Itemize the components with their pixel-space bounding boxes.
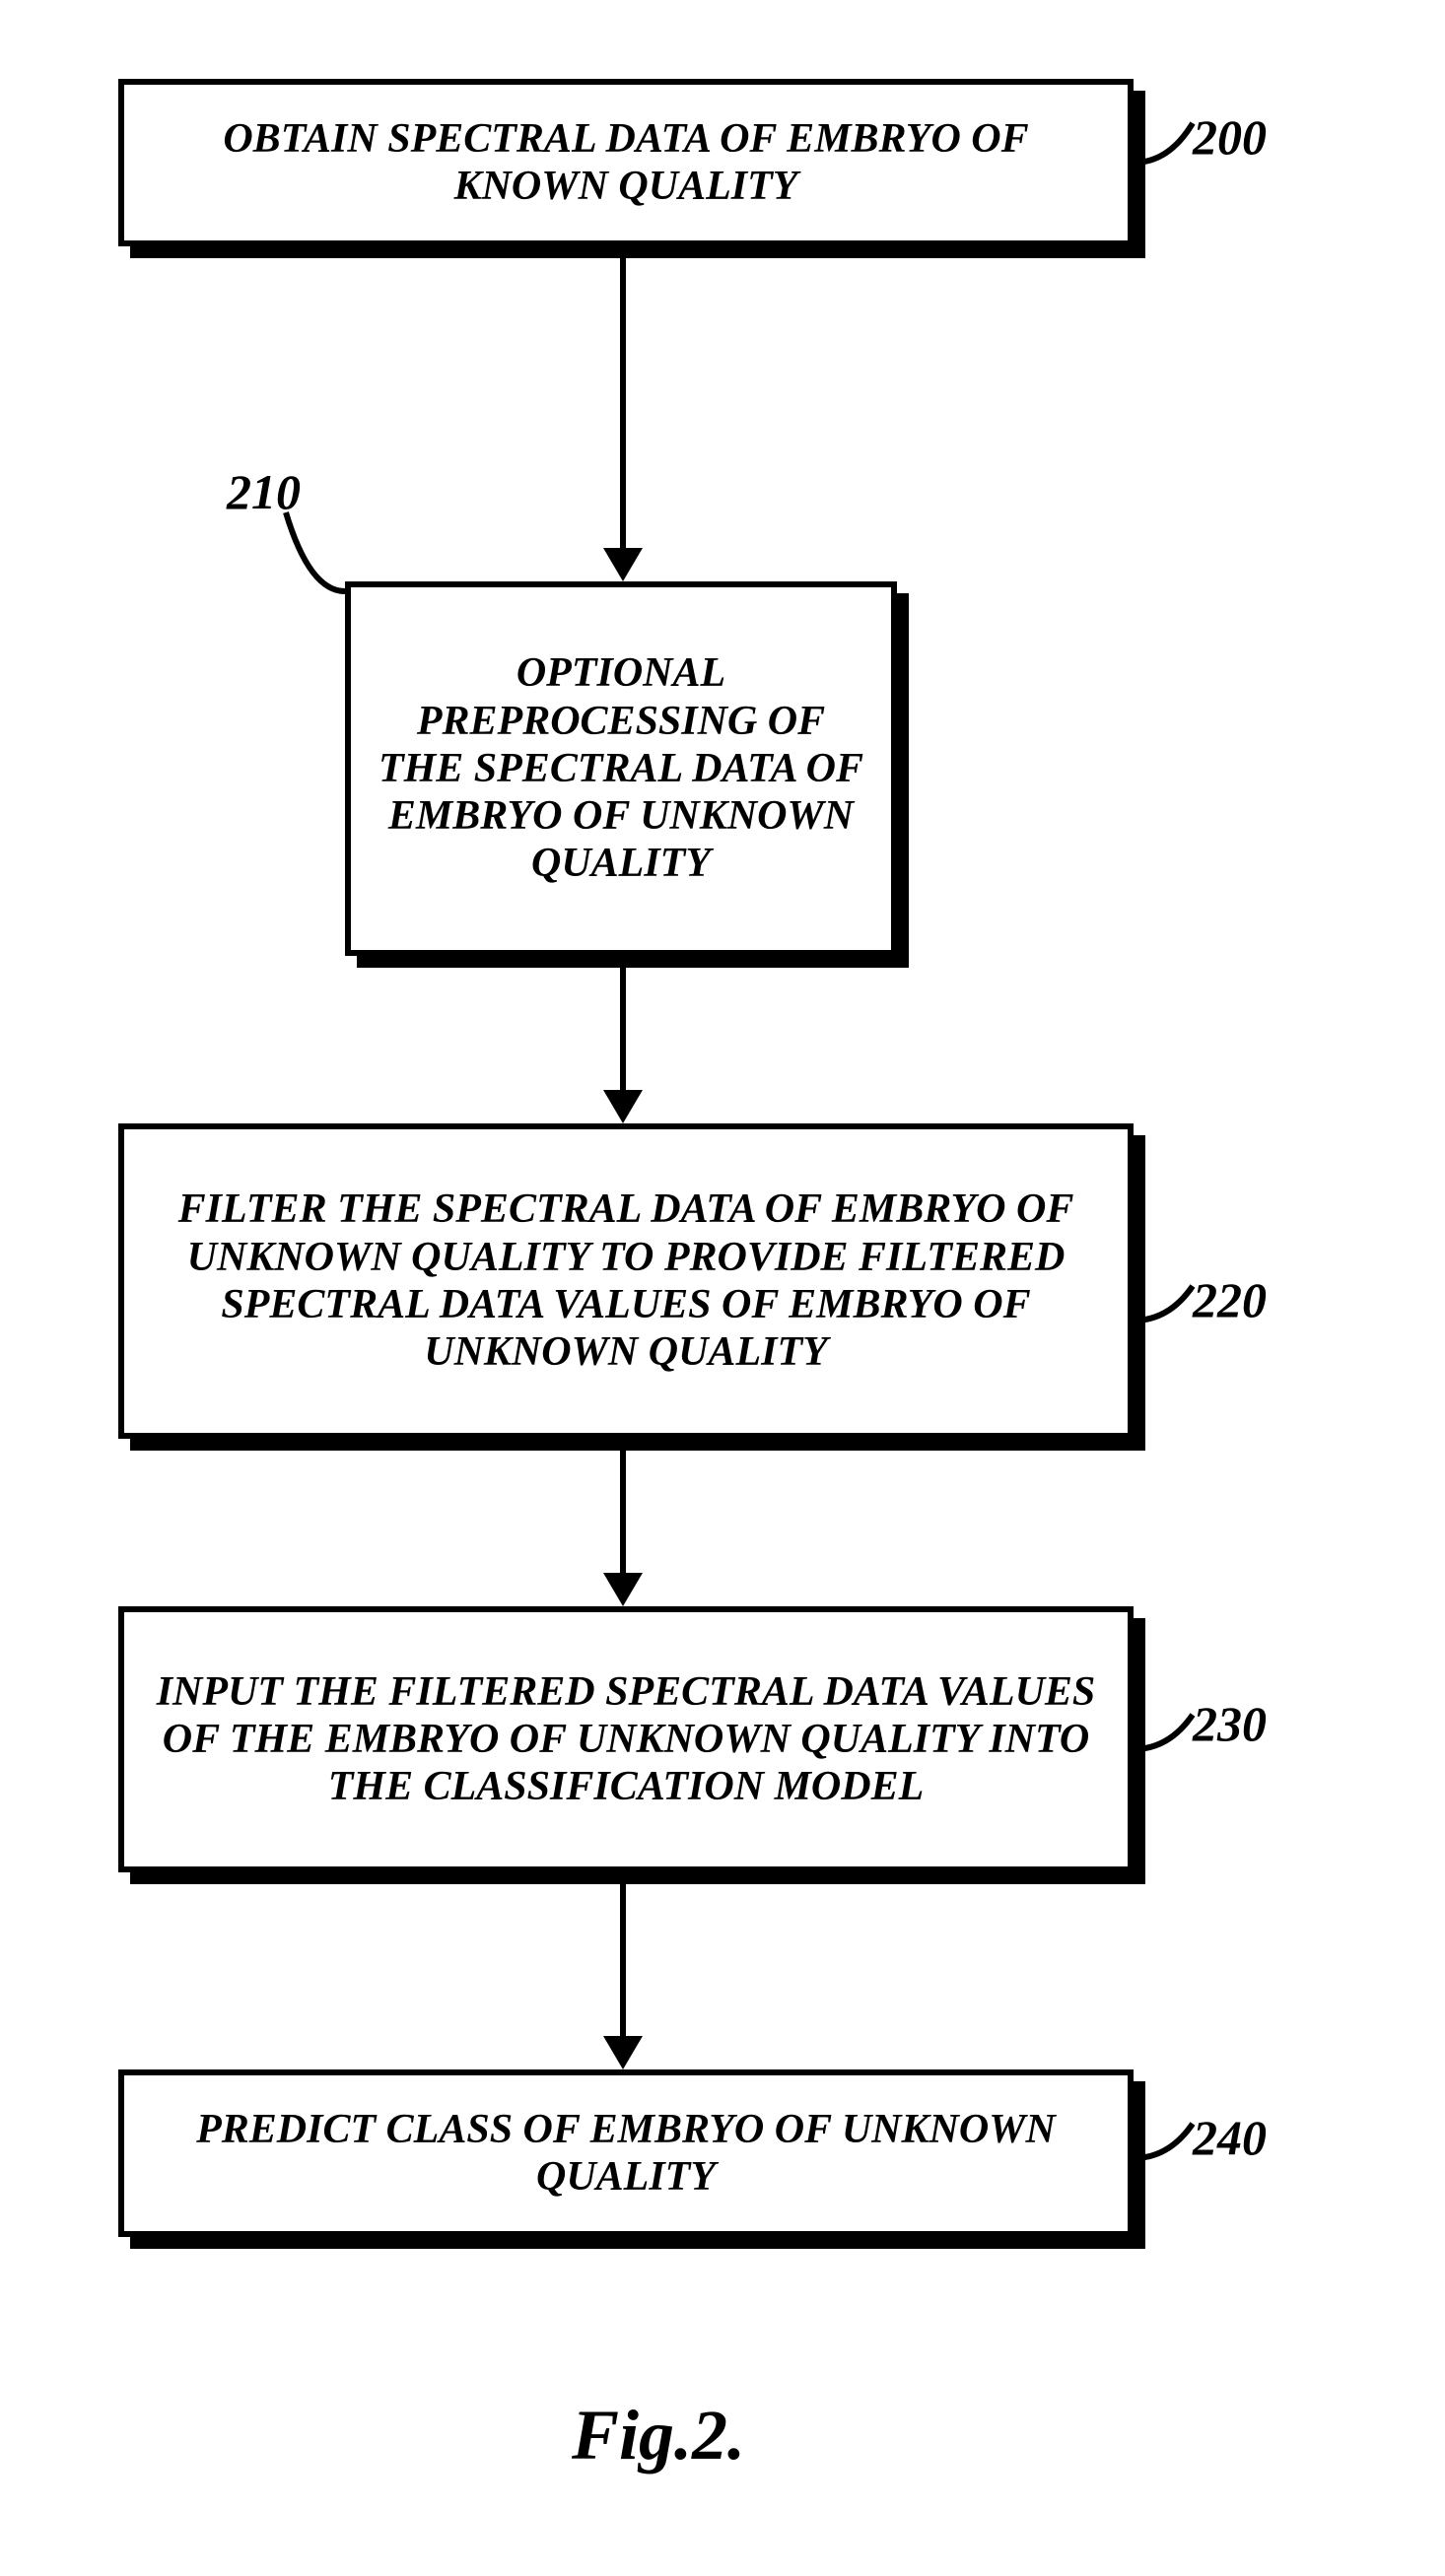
box-240-connector: [1114, 2104, 1212, 2178]
arrow-0-line: [620, 246, 626, 548]
box-230-text: INPUT THE FILTERED SPECTRAL DATA VALUES …: [118, 1606, 1134, 1872]
figure-label: Fig.2.: [572, 2395, 745, 2476]
box-200-text: OBTAIN SPECTRAL DATA OF EMBRYO OF KNOWN …: [118, 79, 1134, 246]
box-220-connector: [1114, 1266, 1212, 1340]
arrow-0-head-icon: [603, 548, 643, 581]
flowchart-canvas: OBTAIN SPECTRAL DATA OF EMBRYO OF KNOWN …: [0, 0, 1445, 2576]
box-230-connector: [1114, 1695, 1212, 1769]
box-240-text: PREDICT CLASS OF EMBRYO OF UNKNOWN QUALI…: [118, 2069, 1134, 2237]
arrow-2-line: [620, 1439, 626, 1573]
box-200-connector: [1114, 103, 1212, 182]
box-210-connector: [266, 493, 365, 611]
arrow-1-head-icon: [603, 1090, 643, 1123]
arrow-3-head-icon: [603, 2036, 643, 2069]
box-210-text: OPTIONAL PREPROCESSING OF THE SPECTRAL D…: [345, 581, 897, 956]
arrow-1-line: [620, 956, 626, 1090]
arrow-3-line: [620, 1872, 626, 2036]
box-220-text: FILTER THE SPECTRAL DATA OF EMBRYO OF UN…: [118, 1123, 1134, 1439]
arrow-2-head-icon: [603, 1573, 643, 1606]
